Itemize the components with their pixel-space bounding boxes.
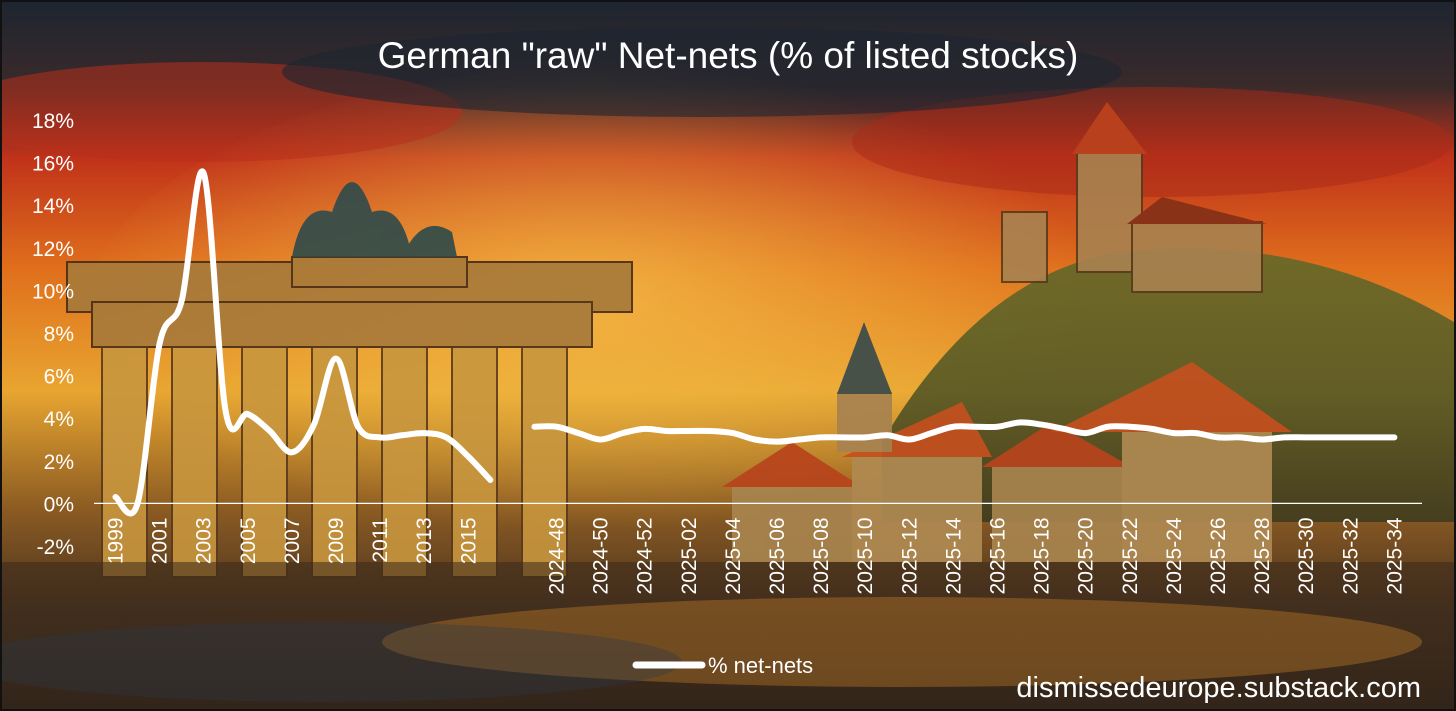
x-tick-label: 2025-10: [854, 517, 877, 594]
y-tick-label: 0%: [44, 493, 74, 516]
x-tick-label: 2025-02: [678, 517, 701, 594]
x-tick-label: 2025-12: [898, 517, 921, 594]
x-tick-label: 2003: [193, 517, 216, 564]
x-tick-label: 2024-52: [634, 517, 657, 594]
series-lines: [112, 168, 1398, 517]
x-tick-label: 2011: [369, 517, 392, 562]
x-tick-label: 2005: [237, 517, 260, 564]
x-tick-label: 2025-26: [1207, 517, 1230, 594]
series-line-yearly: [112, 168, 494, 517]
y-tick-label: 12%: [32, 238, 74, 261]
y-tick-label: 4%: [44, 408, 74, 431]
x-tick-label: 2025-32: [1339, 517, 1362, 594]
x-tick-label: 2025-06: [766, 517, 789, 594]
y-tick-label: 14%: [32, 195, 74, 218]
x-tick-label: 2025-28: [1251, 517, 1274, 594]
legend: % net-nets: [632, 653, 813, 678]
y-tick-label: 8%: [44, 323, 74, 346]
x-tick-label: 2025-14: [942, 517, 965, 594]
x-tick-label: 2025-20: [1075, 517, 1098, 594]
y-tick-label: 2%: [44, 451, 74, 474]
x-tick-label: 1999: [105, 517, 128, 564]
x-tick-label: 2024-50: [590, 517, 613, 594]
y-tick-label: 16%: [32, 153, 74, 176]
x-tick-label: 2025-08: [810, 517, 833, 594]
series-line-weekly: [531, 419, 1398, 445]
x-tick-label: 2001: [149, 517, 172, 564]
y-tick-label: 6%: [44, 366, 74, 389]
x-tick-label: 2025-30: [1295, 517, 1318, 594]
watermark-text: dismissedeurope.substack.com: [1016, 672, 1421, 704]
x-tick-label: 2009: [325, 517, 348, 564]
x-tick-label: 2025-34: [1383, 517, 1406, 594]
y-tick-label: -2%: [37, 536, 74, 559]
x-tick-label: 2025-04: [722, 517, 745, 594]
x-tick-label: 2007: [281, 517, 304, 564]
x-tick-label: 2025-22: [1119, 517, 1142, 594]
y-axis-tick-labels: -2% 0% 2% 4% 6% 8% 10% 12% 14% 16% 18%: [32, 110, 74, 559]
x-tick-label: 2024-48: [546, 517, 569, 594]
x-tick-label: 2015: [457, 517, 480, 564]
x-axis-tick-labels: 1999 2001 2003 2005 2007 2009 2011 2013 2015 2024…: [105, 517, 1407, 594]
x-tick-label: 2025-24: [1163, 517, 1186, 594]
y-tick-label: 10%: [32, 280, 74, 303]
x-tick-label: 2025-16: [987, 517, 1010, 594]
legend-label: % net-nets: [708, 653, 813, 678]
x-tick-label: 2013: [413, 517, 436, 564]
x-tick-label: 2025-18: [1031, 517, 1054, 594]
chart-title: German "raw" Net-nets (% of listed stock…: [378, 35, 1079, 76]
y-tick-label: 18%: [32, 110, 74, 133]
